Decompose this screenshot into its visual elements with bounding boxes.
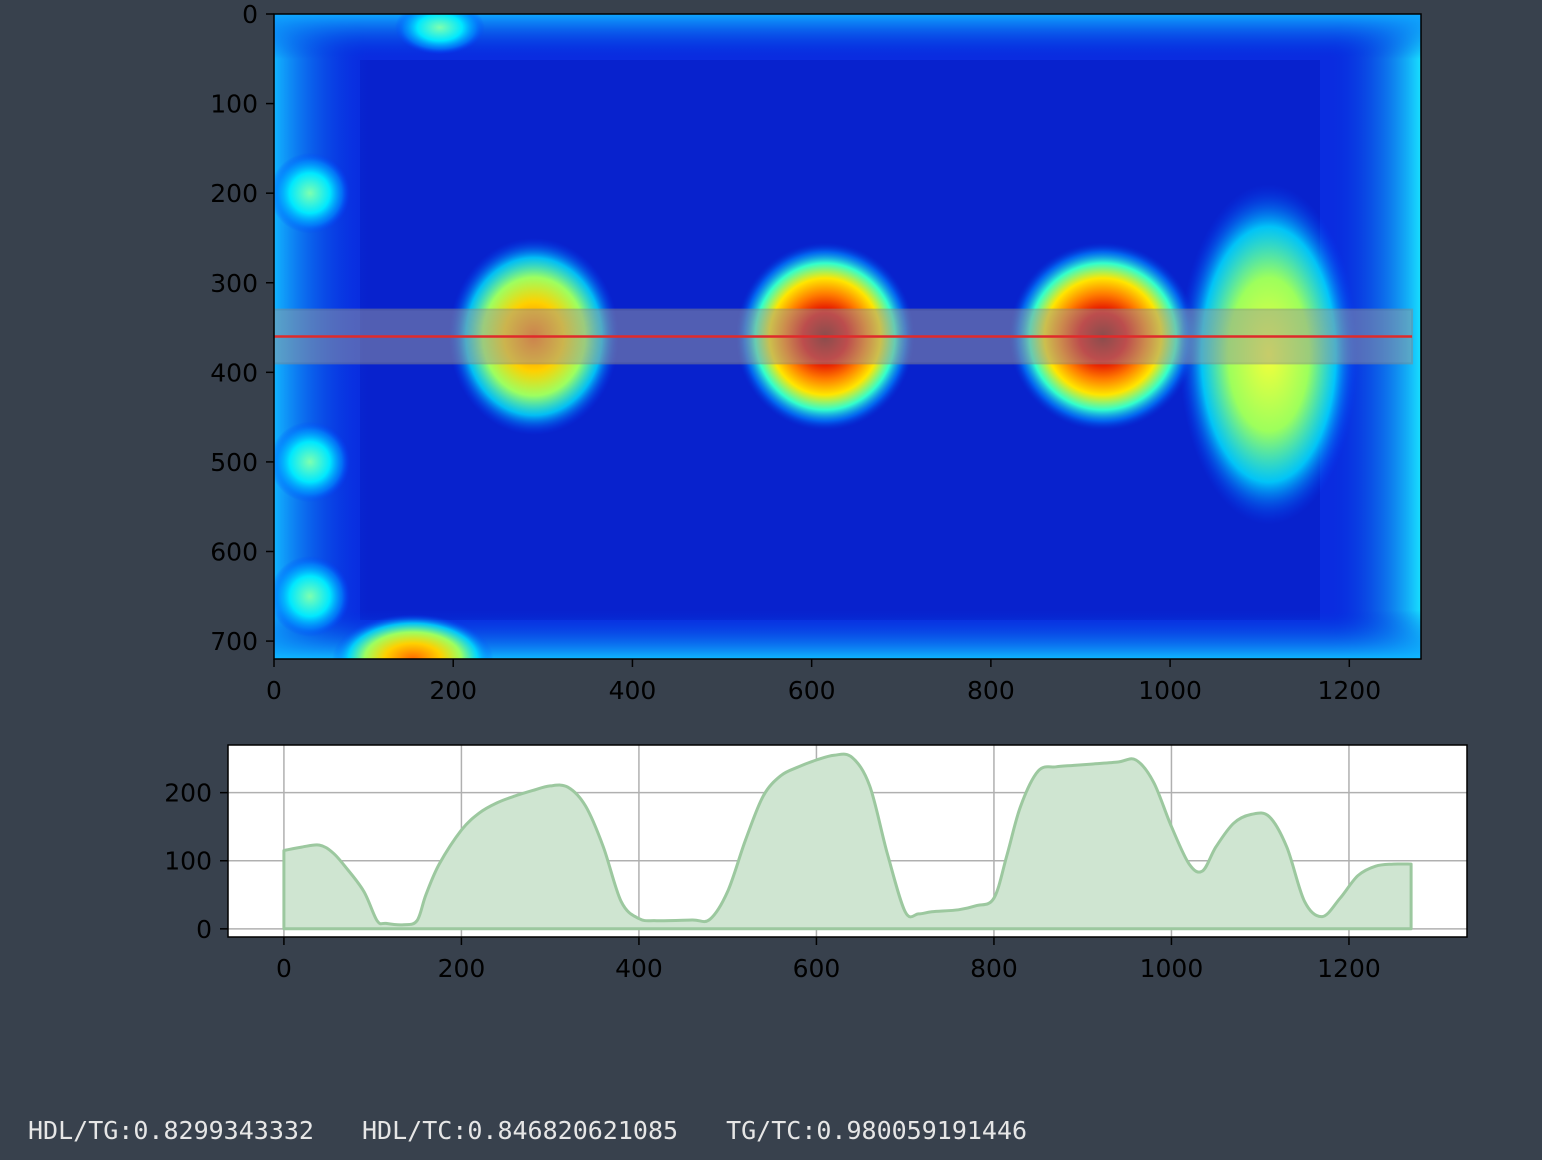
heatmap-y-tick-label: 300 xyxy=(210,269,258,298)
heatmap-y-tick-label: 700 xyxy=(210,627,258,656)
hotspot-7 xyxy=(274,152,351,234)
hdl-tc-ratio: HDL/TC:0.846820621085 xyxy=(361,1116,679,1145)
hdl-tg-ratio: HDL/TG:0.8299343332 xyxy=(28,1116,314,1145)
profile-x-tick-label: 800 xyxy=(970,954,1018,983)
profile-y-tick-label: 200 xyxy=(164,779,212,808)
profile-x-tick-label: 0 xyxy=(276,954,292,983)
profile-x-tick-label: 200 xyxy=(438,954,486,983)
profile-x-tick-label: 1000 xyxy=(1140,954,1204,983)
heatmap-x-tick-label: 0 xyxy=(266,676,282,705)
heatmap-y-tick-label: 100 xyxy=(210,90,258,119)
figure-canvas: 0 200 400 600 800 1000 1200 010020030040050060… xyxy=(164,0,1468,983)
hotspot-6 xyxy=(394,14,485,55)
heatmap-x-axis: 0 200 400 600 800 1000 1200 xyxy=(266,659,1381,705)
hotspot-5 xyxy=(332,614,494,659)
heatmap-x-tick-label: 800 xyxy=(967,676,1015,705)
profile-y-axis: 0 100 200 xyxy=(164,779,228,944)
heatmap-y-axis: 0 100 200 300 400 500 600 700 xyxy=(210,0,274,656)
heatmap-image xyxy=(274,14,1421,659)
heatmap-frame xyxy=(273,13,1422,660)
heatmap-y-tick-label: 500 xyxy=(210,448,258,477)
heatmap-x-tick-label: 200 xyxy=(429,676,477,705)
tg-tc-ratio: TG/TC:0.980059191446 xyxy=(726,1116,1028,1145)
profile-x-tick-label: 600 xyxy=(793,954,841,983)
profile-x-tick-label: 1200 xyxy=(1317,954,1381,983)
profile-x-axis: 0 200 400 600 800 1000 1200 xyxy=(276,937,1381,983)
profile-y-tick-label: 100 xyxy=(164,847,212,876)
profile-plot: 0 200 400 600 800 1000 1200 0 100 200 xyxy=(164,744,1468,983)
heatmap-y-tick-label: 600 xyxy=(210,538,258,567)
profile-y-tick-label: 0 xyxy=(196,915,212,944)
heatmap-plot: 0 200 400 600 800 1000 1200 0 100 200 300 400 500 60… xyxy=(210,0,1422,705)
heatmap-x-tick-label: 400 xyxy=(609,676,657,705)
heatmap-x-tick-label: 1200 xyxy=(1318,676,1382,705)
profile-x-tick-label: 400 xyxy=(615,954,663,983)
ratio-status-bar: HDL/TG:0.8299343332 HDL/TC:0.84682062108… xyxy=(28,1116,1075,1145)
profile-area xyxy=(282,752,1413,931)
heatmap-y-tick-label: 400 xyxy=(210,358,258,387)
profile-frame xyxy=(227,744,1468,938)
heatmap-x-tick-label: 1000 xyxy=(1138,676,1202,705)
heatmap-y-tick-label: 0 xyxy=(242,0,258,29)
heatmap-y-tick-label: 200 xyxy=(210,179,258,208)
heatmap-x-tick-label: 600 xyxy=(788,676,836,705)
hotspot-8 xyxy=(274,421,351,503)
hotspot-9 xyxy=(274,555,351,637)
